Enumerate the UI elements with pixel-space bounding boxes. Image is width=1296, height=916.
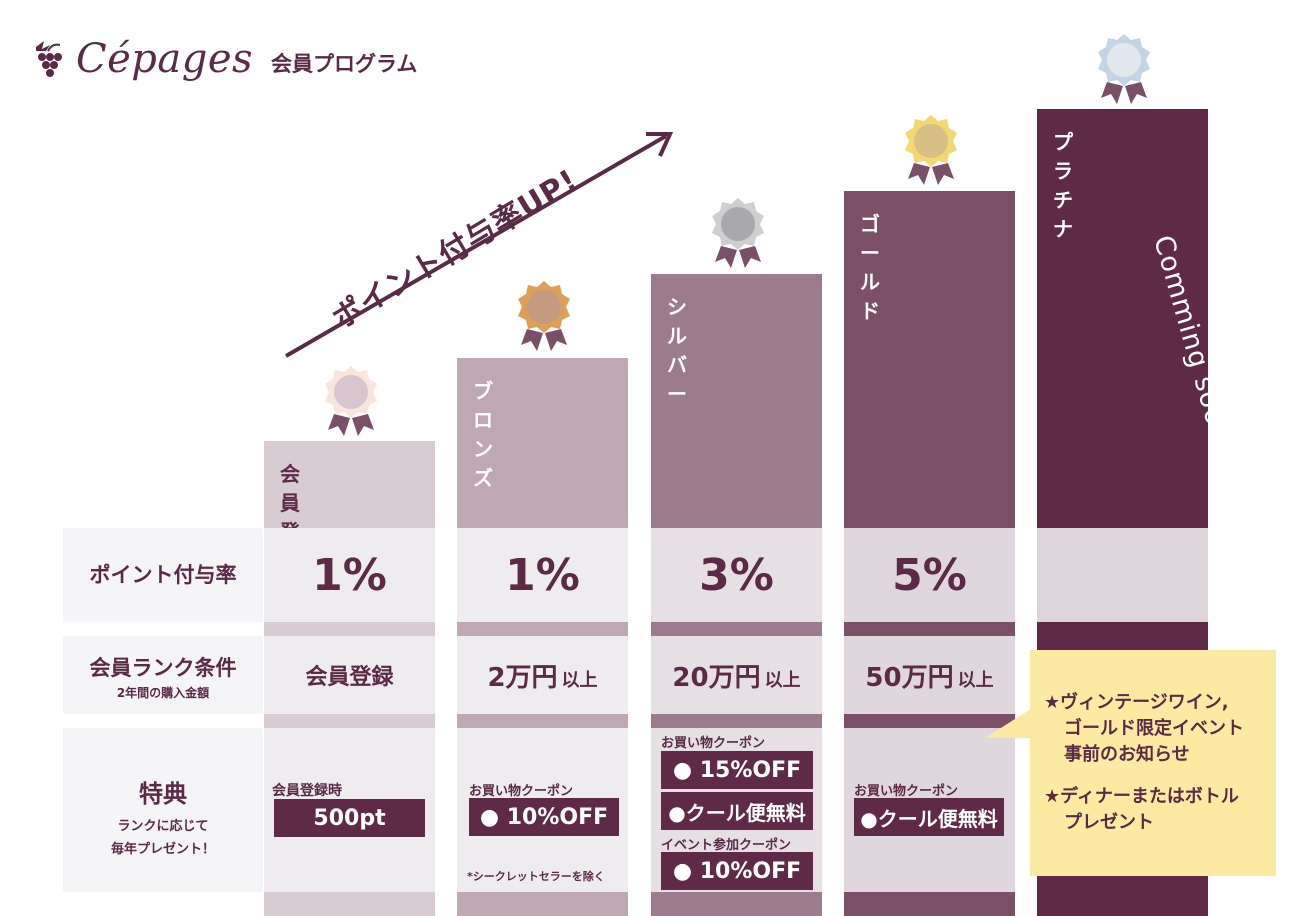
rate-value: 5% (892, 549, 967, 601)
arrow-icon (284, 132, 674, 358)
condition-suffix: 以上 (764, 669, 801, 691)
condition-suffix: 以上 (561, 669, 598, 691)
perk-badge: ● 15%OFF (661, 751, 813, 789)
perk-badge: ●クール便無料 (661, 792, 813, 830)
callout-line: 事前のお知らせ (1064, 744, 1190, 765)
rowhead-rate: ポイント付与率 (63, 528, 263, 622)
rate-cell-member: 1% (264, 528, 435, 622)
rank-label-gold: ゴールド (860, 212, 881, 323)
condition-cell-bronze: 2万円 以上 (457, 636, 628, 714)
perk-badge: ● 10%OFF (469, 798, 619, 836)
callout-line: ★ヴィンテージワイン, (1044, 692, 1229, 713)
perk-cell-silver: お買い物クーポン ● 15%OFF ●クール便無料 イベント参加クーポン ● 1… (651, 728, 822, 892)
rate-value: 3% (699, 549, 774, 601)
callout-line: プレゼント (1064, 812, 1154, 833)
condition-value: 50万円 (865, 662, 954, 693)
perk-badge: ●クール便無料 (854, 798, 1004, 836)
rank-label-bronze: ブロンズ (473, 379, 494, 490)
rowhead-condition-label: 会員ランク条件 (89, 656, 237, 680)
condition-suffix: 以上 (957, 669, 994, 691)
perk-cell-bronze: お買い物クーポン ● 10%OFF *シークレットセラーを除く (457, 728, 628, 892)
rowhead-perks-sublabel-1: ランクに応じて (117, 819, 209, 834)
rowhead-condition-sublabel: 2年間の購入金額 (116, 686, 210, 700)
rowhead-perks-label: 特典 (139, 780, 187, 808)
medal-icon (905, 115, 957, 185)
rate-cell-gold: 5% (844, 528, 1015, 622)
condition-cell-silver: 20万円 以上 (651, 636, 822, 714)
rate-value: 1% (312, 549, 387, 601)
rate-value: 1% (505, 549, 580, 601)
perk-cell-gold: お買い物クーポン ●クール便無料 (844, 728, 1015, 892)
brand-name: Cépages (76, 36, 254, 82)
perk-badge: 500pt (274, 799, 425, 837)
condition-value: 20万円 (672, 662, 761, 693)
perk-note: *シークレットセラーを除く (467, 870, 605, 883)
rank-label-silver: シルバー (667, 295, 688, 406)
medal-icon (712, 198, 764, 268)
perk-caption: お買い物クーポン (661, 736, 766, 751)
condition-value: 会員登録 (305, 665, 394, 690)
callout-line: ★ディナーまたはボトル (1044, 786, 1239, 807)
grape-icon (36, 41, 62, 77)
condition-cell-member: 会員登録 (264, 636, 435, 714)
platinum-perks-callout: ★ヴィンテージワイン, ゴールド限定イベント 事前のお知らせ ★ディナーまたはボ… (1030, 650, 1276, 876)
perk-caption: 会員登録時 (272, 783, 342, 799)
rowhead-perks-sublabel-2: 毎年プレゼント！ (110, 842, 215, 857)
perk-badge: ● 10%OFF (661, 852, 813, 890)
perk-caption: イベント参加クーポン (661, 838, 792, 853)
rowhead-rate-label: ポイント付与率 (89, 563, 237, 587)
rowhead-perks: 特典 ランクに応じて 毎年プレゼント！ (63, 728, 263, 892)
perk-caption: お買い物クーポン (469, 784, 574, 799)
medal-icon (518, 281, 570, 351)
medal-icon (1098, 34, 1150, 104)
condition-cell-gold: 50万円 以上 (844, 636, 1015, 714)
callout-line: ゴールド限定イベント (1064, 718, 1244, 739)
perk-cell-member: 会員登録時 500pt (264, 728, 435, 892)
medal-icon (325, 366, 377, 436)
condition-value: 2万円 (487, 662, 558, 693)
rank-label-platinum: プラチナ (1053, 130, 1074, 241)
rate-cell-platinum (1037, 528, 1208, 622)
logo: Cépages 会員プログラム (30, 36, 417, 82)
perk-caption: お買い物クーポン (854, 784, 959, 799)
program-title: 会員プログラム (271, 52, 418, 76)
rate-cell-bronze: 1% (457, 528, 628, 622)
rowhead-condition: 会員ランク条件 2年間の購入金額 (63, 636, 263, 714)
rate-cell-silver: 3% (651, 528, 822, 622)
